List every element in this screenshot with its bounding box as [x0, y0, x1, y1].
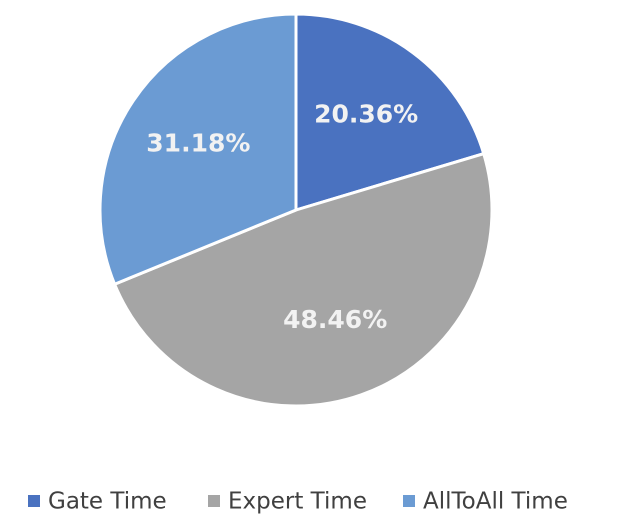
legend-swatch	[403, 495, 415, 507]
legend-label: Expert Time	[228, 489, 367, 515]
pie-slice	[98, 12, 298, 287]
slice-label: 48.46%	[283, 305, 387, 334]
legend-swatch	[28, 495, 40, 507]
legend-label: Gate Time	[48, 489, 167, 515]
pie-slice	[112, 151, 494, 408]
legend-swatch	[208, 495, 220, 507]
slice-label: 31.18%	[146, 128, 250, 157]
pie-slice	[294, 12, 486, 213]
slice-label: 20.36%	[314, 100, 418, 129]
legend-label: AllToAll Time	[423, 489, 568, 515]
